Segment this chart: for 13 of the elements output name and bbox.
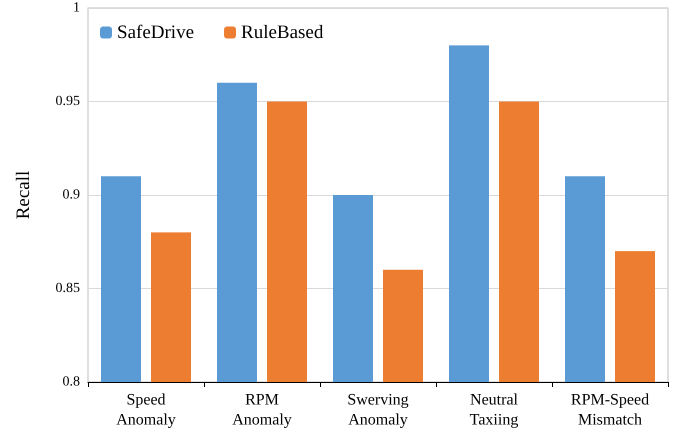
y-tick-label: 0.95 — [56, 94, 80, 109]
y-tick-label: 1 — [73, 0, 80, 16]
legend-label: RuleBased — [241, 22, 324, 43]
y-tick-label: 0.9 — [62, 188, 80, 202]
y-axis-title: Recall — [13, 170, 34, 220]
y-tick-label: 0.8 — [62, 374, 80, 390]
x-tick-label: Swerving Anomaly — [347, 392, 409, 428]
x-tick-label: RPM Anomaly — [232, 392, 292, 428]
x-tick-label: Speed Anomaly — [116, 392, 176, 428]
legend-label: SafeDrive — [117, 22, 194, 43]
x-tick-label: Neutral Taxiing — [470, 392, 519, 428]
y-tick-label: 0.85 — [56, 281, 80, 296]
x-tick-label: RPM-Speed Mismatch — [570, 392, 650, 428]
